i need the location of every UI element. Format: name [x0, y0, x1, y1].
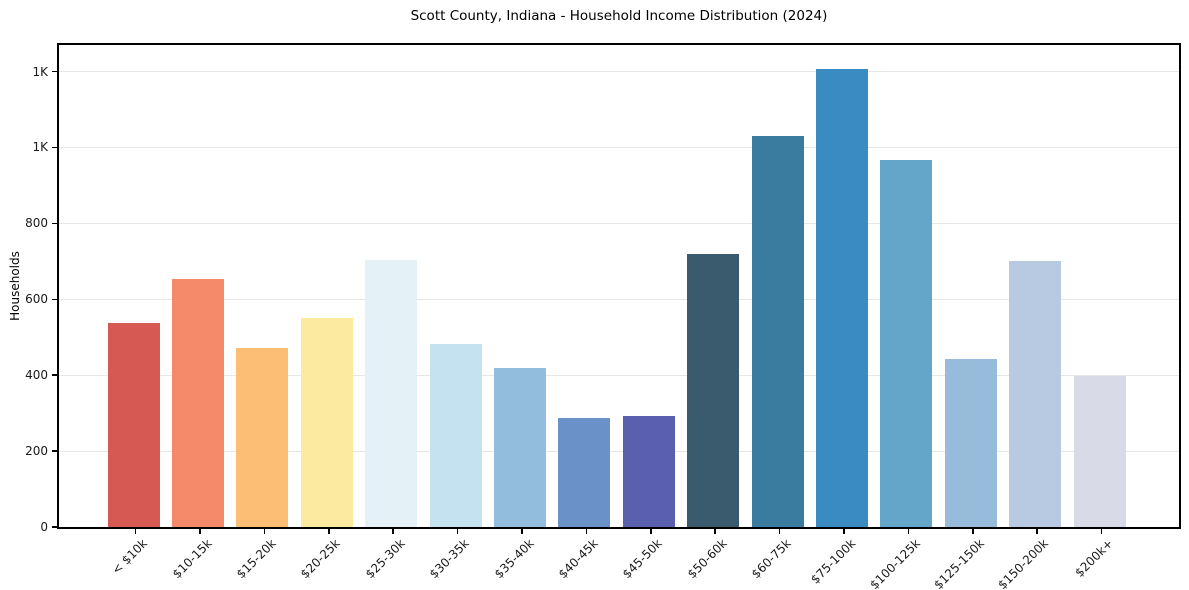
- x-tick-label: $50-60k: [684, 536, 730, 582]
- x-tick-mark: [456, 529, 459, 534]
- x-tick-label: $15-20k: [233, 536, 279, 582]
- y-tick-mark: [52, 298, 57, 301]
- x-tick-mark: [1100, 529, 1103, 534]
- gridline: [59, 71, 1179, 73]
- bar-$30-35k: [429, 344, 482, 527]
- x-tick-label: $35-40k: [491, 536, 537, 582]
- y-tick-mark: [52, 146, 57, 149]
- x-tick-mark: [263, 529, 266, 534]
- gridline: [59, 298, 1179, 300]
- bar-$100-125k: [880, 160, 933, 527]
- x-tick-mark: [521, 529, 523, 534]
- y-tick-label: 1K: [32, 64, 48, 79]
- x-tick-mark: [972, 529, 974, 534]
- chart-title: Scott County, Indiana - Household Income…: [410, 8, 828, 24]
- y-tick-mark: [52, 450, 57, 452]
- x-tick-mark: [843, 529, 845, 534]
- x-tick-mark: [778, 529, 781, 534]
- y-tick-label: 0: [40, 520, 48, 534]
- bar-$25-30k: [365, 260, 418, 527]
- x-tick-label: $200k+: [1072, 536, 1116, 580]
- x-tick-label: $150-200k: [995, 536, 1052, 590]
- x-tick-mark: [199, 529, 201, 534]
- x-tick-label: $10-15k: [169, 536, 215, 582]
- bar-$200k+: [1073, 375, 1126, 527]
- gridline: [59, 222, 1179, 224]
- bar-$60-75k: [751, 136, 804, 527]
- x-tick-label: $75-100k: [807, 536, 859, 587]
- x-tick-label: $40-45k: [555, 536, 601, 582]
- x-tick-label: < $10k: [108, 536, 150, 578]
- gridline: [59, 450, 1179, 452]
- gridline: [59, 146, 1179, 148]
- x-tick-label: $30-35k: [426, 536, 472, 582]
- x-tick-label: $125-150k: [931, 536, 988, 590]
- y-axis-label: Households: [8, 251, 22, 321]
- x-tick-label: $25-30k: [362, 536, 408, 582]
- y-tick-label: 200: [25, 444, 48, 459]
- bar-$150-200k: [1009, 261, 1062, 527]
- y-tick-mark: [52, 526, 57, 528]
- y-tick-label: 800: [25, 216, 48, 231]
- x-tick-label: $20-25k: [298, 536, 344, 582]
- x-tick-label: $60-75k: [748, 536, 794, 582]
- y-tick-label: 400: [25, 368, 48, 383]
- x-tick-label: $45-50k: [620, 536, 666, 582]
- bar-$45-50k: [622, 416, 675, 527]
- bar-< $10k: [107, 323, 160, 527]
- x-tick-mark: [714, 529, 716, 534]
- bar-$125-150k: [944, 359, 997, 527]
- bar-$10-15k: [172, 278, 224, 527]
- bar-$75-100k: [816, 69, 868, 527]
- gridline: [59, 374, 1179, 376]
- x-tick-mark: [134, 529, 137, 534]
- plot-area: [57, 43, 1181, 529]
- y-tick-label: 1K: [32, 140, 48, 155]
- bar-$35-40k: [494, 367, 546, 527]
- x-tick-mark: [392, 529, 394, 534]
- x-tick-mark: [585, 529, 588, 534]
- bar-$15-20k: [236, 347, 289, 527]
- bar-$50-60k: [687, 253, 740, 527]
- y-tick-label: 600: [25, 292, 48, 307]
- x-tick-mark: [650, 529, 652, 534]
- y-tick-mark: [52, 222, 57, 225]
- y-tick-mark: [52, 70, 57, 73]
- x-tick-mark: [1036, 529, 1038, 534]
- x-tick-mark: [328, 529, 330, 534]
- y-tick-mark: [52, 374, 57, 376]
- x-tick-mark: [907, 529, 910, 534]
- x-tick-label: $100-125k: [866, 536, 923, 590]
- bar-$20-25k: [300, 317, 353, 527]
- bar-$40-45k: [558, 418, 611, 527]
